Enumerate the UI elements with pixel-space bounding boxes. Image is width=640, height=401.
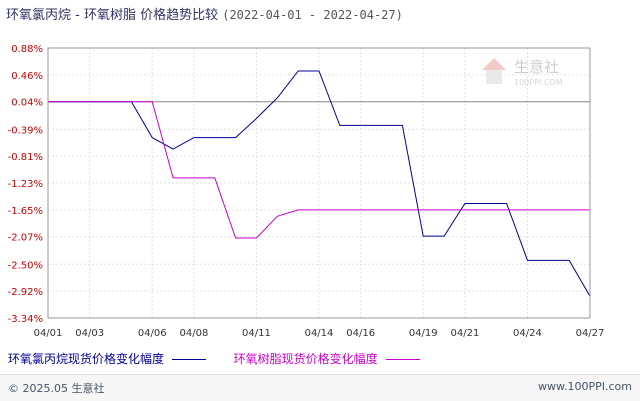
legend-item-epichlorohydrin: 环氧氯丙烷现货价格变化幅度 <box>8 350 206 367</box>
x-tick-label: 04/24 <box>513 328 542 339</box>
date-range: (2022-04-01 - 2022-04-27) <box>222 8 403 22</box>
legend-label: 环氧树脂现货价格变化幅度 <box>233 352 378 366</box>
y-axis-ticks: 0.88% 0.46% 0.04% -0.39% -0.81% -1.23% -1.65% -… <box>8 44 43 325</box>
y-tick-label: -3.34% <box>8 314 43 325</box>
x-tick-label: 04/27 <box>576 328 605 339</box>
watermark-logo: 生意社 100PPI.COM <box>482 58 563 87</box>
y-tick-label: -1.23% <box>8 179 43 190</box>
legend-swatch <box>171 359 206 360</box>
plot-frame <box>47 47 591 319</box>
legend: 环氧氯丙烷现货价格变化幅度 环氧树脂现货价格变化幅度 <box>8 350 444 367</box>
grid <box>47 47 591 319</box>
footer: © 2025.05 生意社 www.100PPI.com <box>0 374 640 401</box>
x-tick-label: 04/19 <box>409 328 438 339</box>
series-group <box>48 70 591 297</box>
y-tick-label: -2.07% <box>8 233 43 244</box>
y-tick-label: -0.81% <box>8 152 43 163</box>
house-icon <box>482 58 506 70</box>
y-tick-label: 0.88% <box>11 44 43 55</box>
site-url: www.100PPI.com <box>538 380 632 393</box>
x-tick-label: 04/21 <box>451 328 480 339</box>
x-tick-label: 04/08 <box>180 328 209 339</box>
x-tick-label: 04/06 <box>138 328 167 339</box>
chart-title: 环氧氯丙烷 - 环氧树脂 价格趋势比较 (2022-04-01 - 2022-0… <box>6 4 403 23</box>
y-tick-label: -2.92% <box>8 287 43 298</box>
axes-group <box>47 47 591 319</box>
legend-label: 环氧氯丙烷现货价格变化幅度 <box>8 352 165 366</box>
copyright: © 2025.05 生意社 <box>8 382 105 395</box>
watermark-name: 生意社 <box>514 58 559 76</box>
series-line-epichlorohydrin <box>48 70 591 297</box>
y-tick-label: -1.65% <box>8 206 43 217</box>
watermark-url: 100PPI.COM <box>514 78 563 87</box>
x-tick-label: 04/01 <box>34 328 63 339</box>
series-line-epoxy-resin <box>48 101 590 239</box>
x-tick-label: 04/03 <box>75 328 104 339</box>
y-tick-label: 0.04% <box>11 98 43 109</box>
legend-swatch <box>385 359 420 360</box>
x-tick-label: 04/11 <box>242 328 271 339</box>
x-axis-ticks: 04/01 04/03 04/06 04/08 04/11 04/14 04/16 04/19… <box>34 328 605 339</box>
y-tick-label: -2.50% <box>8 260 43 271</box>
y-tick-label: -0.39% <box>8 125 43 136</box>
legend-item-epoxy-resin: 环氧树脂现货价格变化幅度 <box>234 350 420 367</box>
title-text: 环氧氯丙烷 - 环氧树脂 价格趋势比较 <box>6 8 219 23</box>
x-tick-label: 04/16 <box>346 328 375 339</box>
x-tick-label: 04/14 <box>305 328 334 339</box>
y-tick-label: 0.46% <box>11 71 43 82</box>
house-body <box>486 70 502 84</box>
